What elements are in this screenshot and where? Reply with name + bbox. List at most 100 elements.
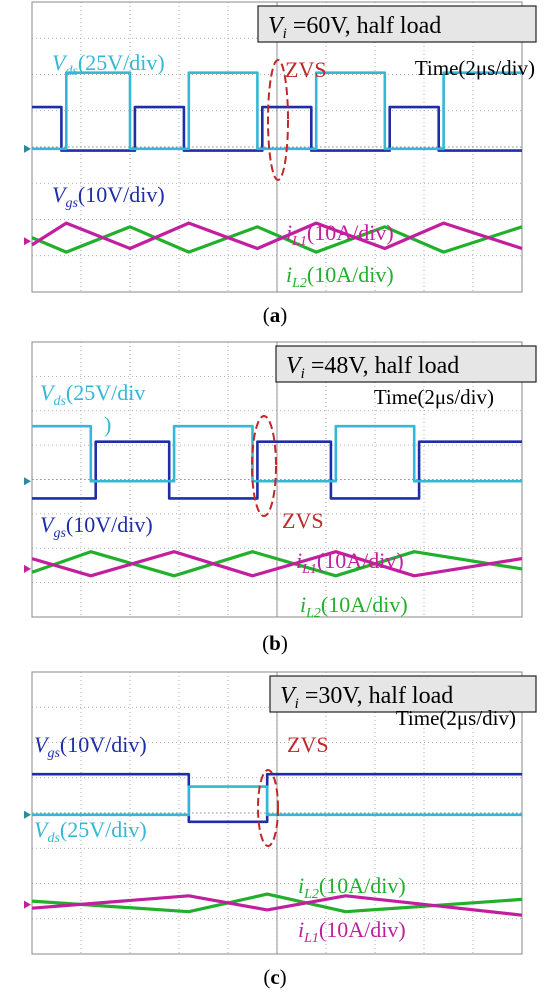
zvs-ellipse	[267, 59, 289, 181]
trace-il2	[31, 892, 523, 914]
label-vgs-var: V	[52, 182, 68, 207]
label-vds-text: (25V/div)	[78, 50, 165, 75]
label-il2: iL2(10A/div)	[300, 592, 408, 621]
label-vgs: Vgs(10V/div)	[52, 182, 165, 211]
ground-marker-ch3	[24, 237, 31, 246]
header-label-var: V	[286, 353, 303, 379]
label-il1-text: (10A/div)	[317, 548, 404, 573]
header-label-text: =60V, half load	[287, 13, 441, 39]
header-label-sub: i	[301, 366, 305, 382]
label-il1-var: i	[286, 220, 292, 245]
caption-open: (	[262, 631, 269, 655]
time-div-label: Time(2μs/div)	[396, 706, 516, 730]
label-il1: iL1(10A/div)	[298, 917, 406, 946]
trace-vgs	[32, 440, 522, 500]
header-label: Vi =48V, half load	[286, 353, 459, 382]
label-il2-var: i	[286, 262, 292, 287]
ground-marker-ch3	[24, 900, 31, 909]
label-il1-sub: L1	[303, 931, 319, 946]
zvs-label: ZVS	[285, 57, 327, 82]
label-il2-sub: L2	[303, 887, 319, 902]
label-vgs-text: (10V/div)	[60, 732, 147, 757]
trace-vds	[32, 424, 522, 483]
ground-marker-ch1	[24, 810, 31, 819]
label-il1-text: (10A/div)	[307, 220, 394, 245]
label-vds: Vds(25V/div)	[52, 50, 165, 79]
label-il2-text: (10A/div)	[307, 262, 394, 287]
caption-letter: c	[270, 965, 279, 989]
label-il2-text: (10A/div)	[319, 873, 406, 898]
label-il2: iL2(10A/div)	[286, 262, 394, 291]
scope-panel-a: Vi =60V, half load Time(2μs/div) ZVS Vds(25…	[24, 1, 537, 327]
label-vgs: Vgs(10V/div)	[40, 512, 153, 541]
label-il1-sub: L1	[301, 562, 317, 577]
ground-marker-ch3	[24, 564, 31, 573]
trace-vds	[32, 71, 522, 151]
zvs-label: ZVS	[287, 732, 329, 757]
trace-il2	[31, 225, 523, 254]
label-il1-var: i	[296, 548, 302, 573]
header-label-var: V	[280, 683, 297, 709]
label-vds-sub: ds	[47, 831, 60, 846]
label-vgs-sub: gs	[47, 746, 60, 761]
zvs-ellipse	[257, 769, 279, 847]
label-vds-var: V	[34, 817, 50, 842]
caption-open: (	[263, 965, 270, 989]
panel-caption: (c)	[263, 965, 286, 989]
label-il2-var: i	[300, 592, 306, 617]
label-vds-text: (25V/div	[66, 380, 145, 405]
label-il1: iL1(10A/div)	[296, 548, 404, 577]
label-vds-var: V	[52, 50, 68, 75]
header-label-text: =30V, half load	[299, 683, 453, 709]
label-vds-sub: ds	[53, 394, 66, 409]
label-vgs-text: (10V/div)	[78, 182, 165, 207]
trace-il2	[31, 550, 523, 578]
label-il1-var: i	[298, 917, 304, 942]
label-il1-sub: L1	[291, 234, 307, 249]
header-label-sub: i	[295, 696, 299, 712]
caption-letter: a	[270, 303, 281, 327]
label-vgs-sub: gs	[65, 196, 78, 211]
time-div-label: Time(2μs/div)	[374, 385, 494, 409]
header-label: Vi =60V, half load	[268, 13, 441, 42]
caption-close: )	[280, 303, 287, 327]
label-vgs-text: (10V/div)	[66, 512, 153, 537]
header-label-text: =48V, half load	[305, 353, 459, 379]
header-label-sub: i	[283, 26, 287, 42]
label-vgs-var: V	[34, 732, 50, 757]
trace-il1	[31, 550, 523, 578]
zvs-label: ZVS	[282, 508, 324, 533]
trace-vgs	[32, 105, 522, 152]
header-label: Vi =30V, half load	[280, 683, 453, 712]
label-il2-sub: L2	[291, 276, 307, 291]
panel-caption: (b)	[262, 631, 288, 655]
label-vgs: Vgs(10V/div)	[34, 732, 147, 761]
ground-marker-ch1	[24, 144, 31, 153]
label-vds-text: (25V/div)	[60, 817, 147, 842]
label-il2-var: i	[298, 873, 304, 898]
header-label-var: V	[268, 13, 285, 39]
trace-il1	[31, 894, 523, 917]
trace-il1	[31, 221, 523, 251]
caption-letter: b	[269, 631, 281, 655]
label-il1: iL1(10A/div)	[286, 220, 394, 249]
caption-open: (	[263, 303, 270, 327]
scope-panel-b: Vi =48V, half load Time(2μs/div) ZVS Vds(25…	[24, 341, 537, 655]
label-vds-var: V	[40, 380, 56, 405]
trace-vgs	[32, 772, 522, 824]
ground-marker-ch1	[24, 477, 31, 486]
header-box	[275, 345, 537, 383]
label-il2-sub: L2	[305, 606, 321, 621]
label-il2-text: (10A/div)	[321, 592, 408, 617]
label-vds-extra: )	[104, 412, 111, 437]
label-vds: Vds(25V/div)	[34, 817, 147, 846]
time-div-label: Time(2μs/div)	[415, 56, 535, 80]
label-il1-text: (10A/div)	[319, 917, 406, 942]
caption-close: )	[280, 965, 287, 989]
trace-vds	[32, 785, 522, 817]
zvs-ellipse	[251, 415, 277, 517]
header-box	[269, 675, 537, 713]
label-vgs-sub: gs	[53, 526, 66, 541]
label-il2: iL2(10A/div)	[298, 873, 406, 902]
